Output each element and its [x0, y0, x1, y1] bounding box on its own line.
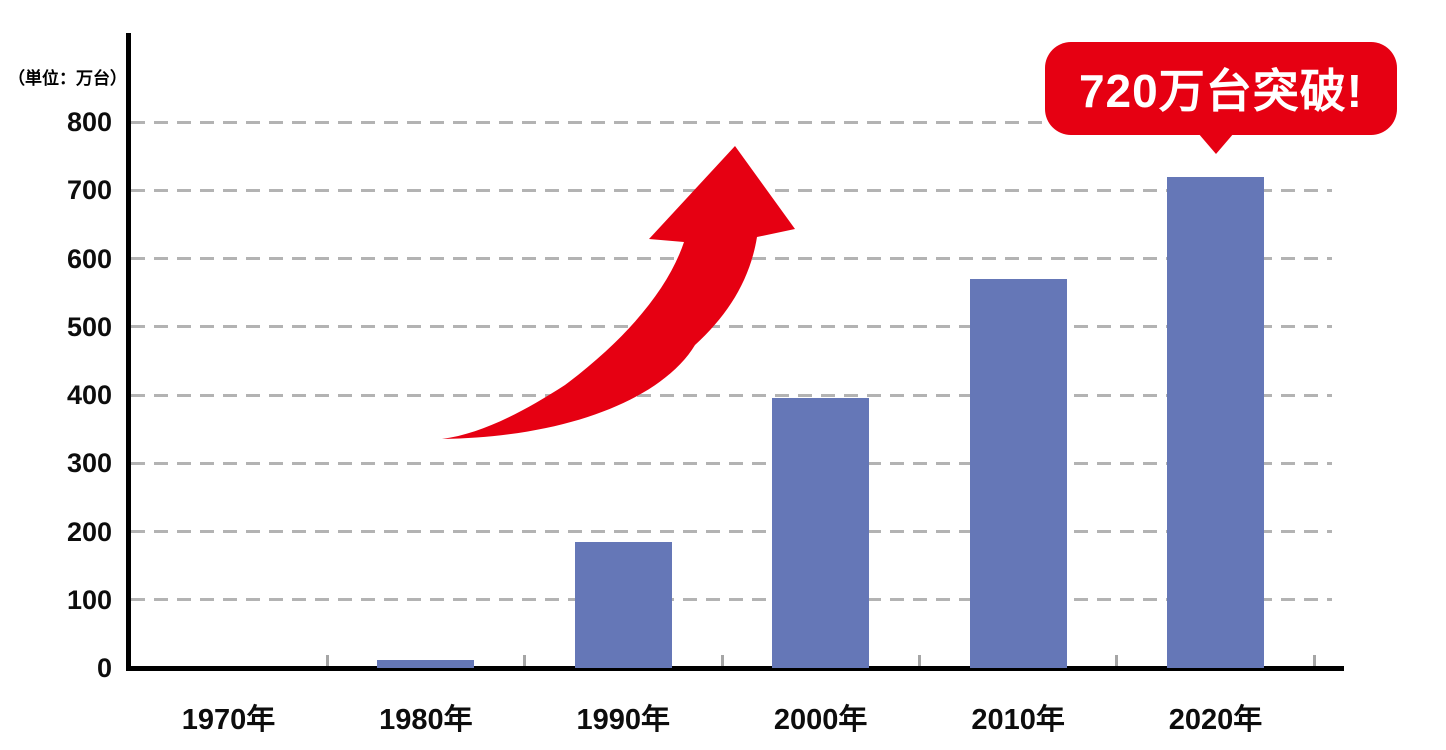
- x-tick-2000年: [917, 655, 921, 666]
- x-label-1970年: 1970年: [181, 704, 276, 736]
- x-tick-1970年: [325, 655, 329, 666]
- bar-1980年: [377, 660, 475, 668]
- y-tick-label-600: 600: [66, 243, 112, 274]
- bar-2020年: [1167, 177, 1264, 668]
- x-label-1990年: 1990年: [576, 704, 671, 736]
- x-label-1980年: 1980年: [379, 704, 473, 736]
- y-tick-label-400: 400: [66, 380, 112, 410]
- gridline-800: [131, 120, 1332, 124]
- gridline-100: [131, 598, 1332, 602]
- gridline-600: [131, 257, 1332, 260]
- x-tick-1980年: [523, 655, 527, 666]
- x-axis-line: [126, 666, 1344, 671]
- x-tick-1990年: [720, 655, 724, 666]
- y-tick-label-800: 800: [66, 107, 112, 137]
- bar-1990年: [574, 542, 672, 668]
- gridline-200: [131, 530, 1332, 533]
- bar-2000年: [772, 398, 870, 668]
- y-tick-label-500: 500: [66, 311, 112, 342]
- y-axis-line: [126, 33, 131, 671]
- x-tick-2020年: [1312, 655, 1316, 666]
- gridline-500: [131, 325, 1332, 329]
- gridline-400: [131, 393, 1332, 397]
- gridline-700: [131, 188, 1332, 192]
- x-label-2000年: 2000年: [773, 704, 868, 736]
- x-label-2020年: 2020年: [1168, 704, 1263, 736]
- bar-2010年: [969, 279, 1067, 668]
- y-tick-label-100: 100: [66, 584, 112, 615]
- y-tick-label-700: 700: [66, 175, 112, 206]
- callout-bubble: 720万台突破!: [1045, 42, 1397, 154]
- x-tick-2010年: [1115, 655, 1119, 666]
- gridline-300: [131, 461, 1332, 465]
- y-tick-label-200: 200: [66, 516, 112, 547]
- callout-text: 720万台突破!: [1078, 64, 1364, 117]
- x-label-2010年: 2010年: [971, 704, 1065, 736]
- callout-pointer-icon: [1198, 133, 1234, 154]
- y-axis-unit-label: （単位：万台）: [8, 69, 127, 88]
- y-tick-label-300: 300: [66, 448, 112, 479]
- y-tick-label-0: 0: [96, 653, 112, 683]
